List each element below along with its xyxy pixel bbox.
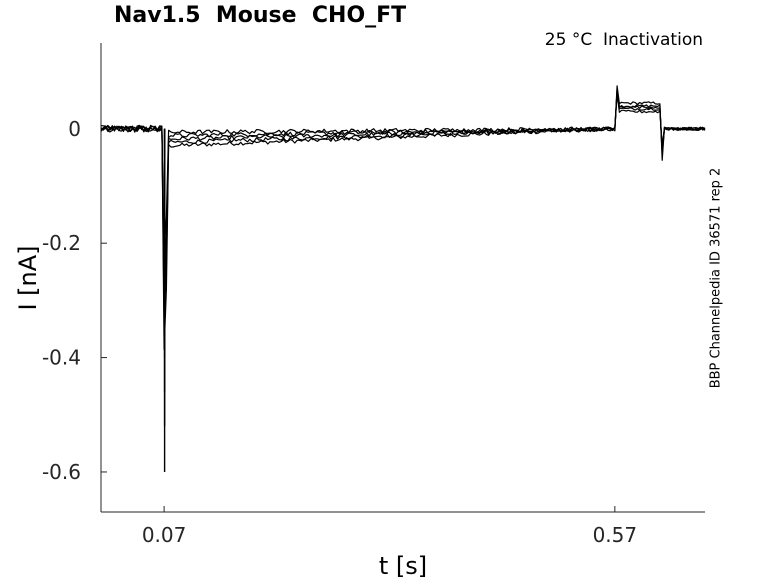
- chart-title: Nav1.5 Mouse CHO_FT: [114, 3, 407, 28]
- axes: 0 -0.2 -0.4 -0.6 0.07 0.57: [42, 43, 705, 547]
- y-tick-label: -0.4: [42, 346, 81, 370]
- current-trace: [100, 91, 706, 299]
- traces: [100, 85, 706, 472]
- x-tick-label: 0.07: [142, 523, 187, 547]
- x-tick-label: 0.57: [593, 523, 638, 547]
- current-trace: [100, 89, 706, 277]
- current-trace: [100, 88, 706, 321]
- x-axis-label: t [s]: [378, 552, 428, 580]
- y-tick-label: 0: [68, 117, 81, 141]
- current-trace: [100, 93, 706, 255]
- y-tick-label: -0.2: [42, 231, 81, 255]
- y-tick-label: -0.6: [42, 460, 81, 484]
- chart-subtitle: 25 °C Inactivation: [544, 30, 703, 50]
